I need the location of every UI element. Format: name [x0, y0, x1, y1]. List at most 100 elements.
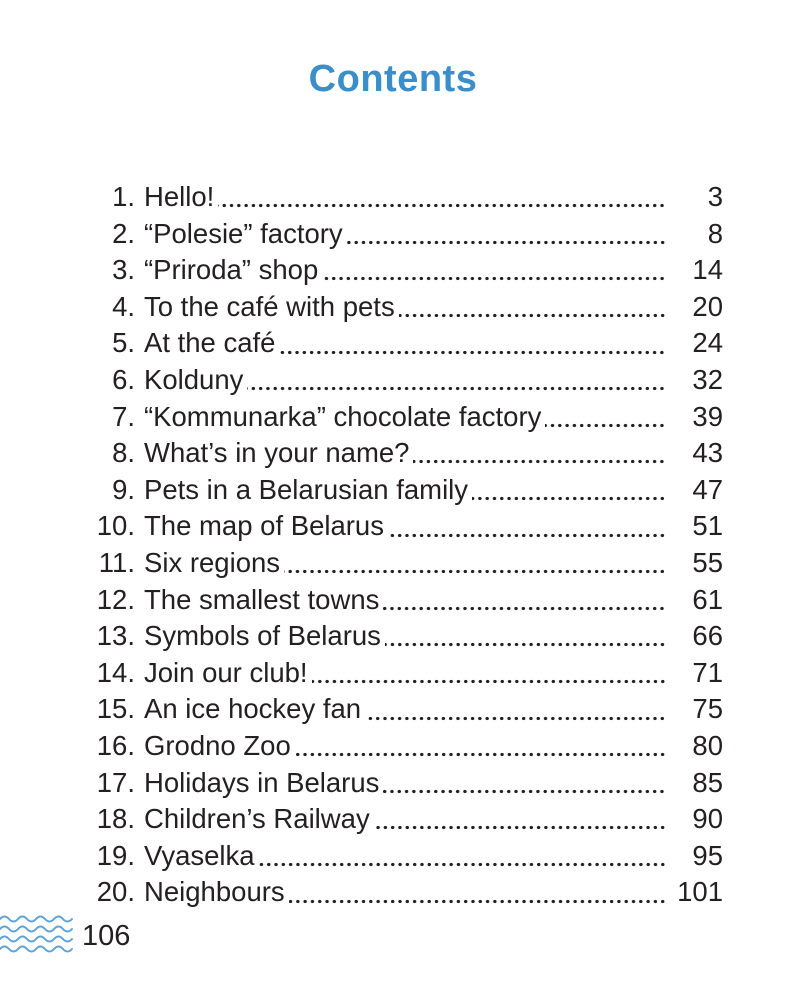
toc-leader-dots	[383, 764, 667, 802]
toc-row: 1. Hello! 3	[83, 179, 723, 216]
page-number: 106	[82, 920, 131, 952]
toc-entry-page: 66	[692, 620, 723, 652]
toc-entry-page: 75	[692, 693, 723, 725]
toc-leader-dots	[398, 288, 667, 326]
toc-entry-title: “Kommunarka” chocolate factory	[144, 400, 542, 432]
toc-entry-title: Kolduny	[144, 363, 244, 395]
toc-entry-title: The map of Belarus	[144, 510, 384, 542]
toc-leader-dots	[258, 837, 667, 875]
toc-row: 7. “Kommunarka” chocolate factory 39	[83, 398, 723, 436]
toc-entry-title: What’s in your name?	[144, 437, 410, 469]
toc-leader-dots	[383, 581, 667, 619]
toc-leader-dots	[346, 215, 667, 253]
toc-leader-dots	[284, 544, 667, 582]
toc-row: 6. Kolduny 32	[83, 361, 723, 399]
toc-entry-page: 47	[692, 473, 723, 505]
toc-entry-number: 1.	[112, 181, 135, 212]
toc-entry-title: Pets in a Belarusian family	[144, 473, 469, 505]
toc-leader-dots	[545, 398, 667, 436]
toc-list: 1. Hello! 3 2. “Polesie” factory 8 3. “P…	[83, 179, 723, 911]
toc-entry-number: 5.	[112, 327, 135, 359]
toc-entry-page: 80	[692, 729, 723, 761]
toc-row: 20. Neighbours 101	[83, 874, 723, 911]
toc-entry-page: 14	[692, 254, 723, 286]
toc-row: 8. What’s in your name? 43	[83, 435, 723, 472]
toc-entry-number: 20.	[96, 876, 135, 908]
toc-entry-page: 95	[692, 839, 723, 871]
toc-entry-number: 13.	[96, 620, 135, 652]
waves-icon	[0, 915, 73, 953]
toc-entry-title: Symbols of Belarus	[144, 620, 381, 652]
toc-entry-page: 55	[692, 546, 723, 578]
toc-entry-title: At the café	[144, 327, 276, 359]
toc-entry-title: Grodno Zoo	[144, 729, 291, 761]
toc-entry-title: Join our club!	[144, 656, 308, 688]
toc-entry-number: 4.	[112, 290, 135, 322]
toc-leader-dots	[218, 179, 667, 216]
toc-entry-number: 17.	[96, 766, 135, 798]
toc-entry-number: 11.	[98, 546, 135, 578]
toc-entry-page: 61	[692, 583, 723, 615]
toc-leader-dots	[322, 252, 667, 289]
toc-row: 5. At the café 24	[83, 325, 723, 362]
toc-entry-number: 14.	[96, 656, 135, 688]
toc-entry-number: 12.	[96, 583, 135, 615]
toc-leader-dots	[365, 691, 667, 728]
toc-entry-title: An ice hockey fan	[144, 693, 362, 725]
toc-entry-page: 90	[692, 803, 723, 835]
toc-leader-dots	[373, 801, 667, 838]
toc-row: 2. “Polesie” factory 8	[83, 215, 723, 253]
toc-leader-dots	[279, 325, 667, 362]
toc-row: 9. Pets in a Belarusian family 47	[83, 471, 723, 509]
toc-entry-title: Hello!	[144, 181, 215, 212]
toc-entry-number: 9.	[112, 473, 135, 505]
toc-entry-number: 6.	[112, 363, 135, 395]
toc-leader-dots	[384, 618, 667, 655]
toc-row: 12. The smallest towns 61	[83, 581, 723, 619]
toc-entry-title: Children’s Railway	[144, 803, 370, 835]
toc-entry-page: 51	[692, 510, 723, 542]
toc-leader-dots	[413, 435, 667, 472]
toc-entry-number: 8.	[112, 437, 135, 469]
toc-entry-title: The smallest towns	[144, 583, 380, 615]
toc-leader-dots	[311, 654, 667, 692]
toc-entry-number: 7.	[112, 400, 135, 432]
toc-row: 3. “Priroda” shop 14	[83, 252, 723, 289]
toc-row: 13. Symbols of Belarus 66	[83, 618, 723, 655]
toc-entry-number: 15.	[96, 693, 135, 725]
toc-row: 18. Children’s Railway 90	[83, 801, 723, 838]
toc-row: 19. Vyaselka 95	[83, 837, 723, 875]
toc-entry-title: Holidays in Belarus	[144, 766, 380, 798]
toc-leader-dots	[247, 361, 667, 399]
toc-entry-page: 8	[707, 217, 723, 249]
toc-entry-number: 16.	[96, 729, 135, 761]
toc-row: 10. The map of Belarus 51	[83, 508, 723, 545]
toc-entry-page: 43	[692, 437, 723, 469]
toc-entry-number: 19.	[96, 839, 135, 871]
toc-entry-title: To the café with pets	[144, 290, 395, 322]
toc-leader-dots	[288, 874, 667, 911]
toc-entry-page: 24	[692, 327, 723, 359]
toc-entry-page: 85	[692, 766, 723, 798]
toc-entry-number: 3.	[112, 254, 135, 286]
toc-entry-page: 3	[707, 181, 723, 212]
toc-row: 14. Join our club! 71	[83, 654, 723, 692]
toc-leader-dots	[294, 727, 667, 765]
toc-row: 16. Grodno Zoo 80	[83, 727, 723, 765]
toc-entry-title: “Priroda” shop	[144, 254, 319, 286]
toc-entry-title: “Polesie” factory	[144, 217, 343, 249]
toc-entry-page: 39	[692, 400, 723, 432]
toc-entry-title: Neighbours	[144, 876, 285, 908]
toc-entry-title: Six regions	[144, 546, 281, 578]
toc-entry-page: 71	[692, 656, 723, 688]
toc-row: 15. An ice hockey fan 75	[83, 691, 723, 728]
toc-row: 11. Six regions 55	[83, 544, 723, 582]
toc-entry-page: 20	[692, 290, 723, 322]
toc-entry-number: 2.	[112, 217, 135, 249]
toc-entry-page: 32	[692, 363, 723, 395]
page-title: Contents	[308, 58, 478, 100]
toc-entry-title: Vyaselka	[144, 839, 255, 871]
toc-row: 4. To the café with pets 20	[83, 288, 723, 326]
toc-entry-number: 10.	[96, 510, 135, 542]
